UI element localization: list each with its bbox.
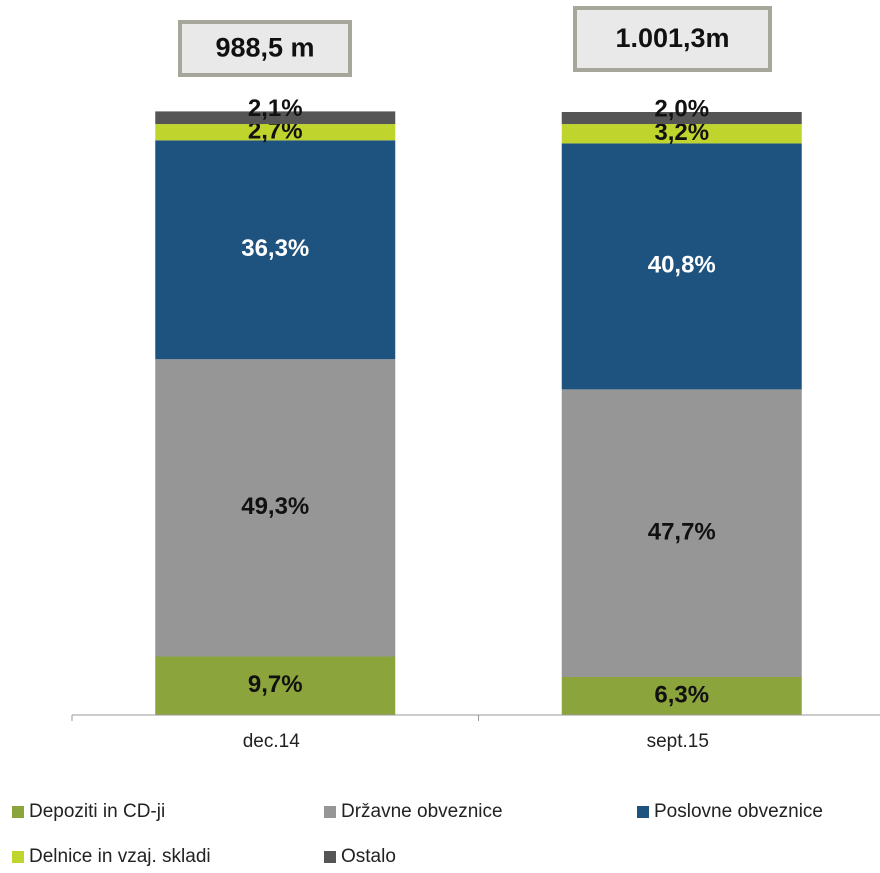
data-label: 49,3%	[241, 493, 309, 520]
legend-swatch	[324, 806, 336, 818]
legend-swatch	[12, 806, 24, 818]
bar-segment	[561, 677, 802, 715]
bar-segment	[155, 111, 396, 125]
bar-segment	[155, 359, 396, 657]
data-label: 40,8%	[648, 252, 716, 279]
total-box	[573, 6, 772, 72]
total-box	[178, 20, 352, 77]
bar-segment	[155, 140, 396, 360]
bar-segment	[561, 124, 802, 144]
legend-label: Depoziti in CD-ji	[29, 801, 165, 822]
data-label: 36,3%	[241, 235, 309, 262]
total-label: 988,5 m	[215, 33, 314, 63]
legend-swatch	[12, 851, 24, 863]
bar-segment	[155, 124, 396, 141]
legend-label: Poslovne obveznice	[654, 801, 823, 822]
data-label: 6,3%	[654, 681, 709, 708]
data-label: 9,7%	[248, 671, 303, 698]
legend-label: Državne obveznice	[341, 801, 503, 822]
data-label: 2,1%	[248, 95, 303, 122]
legend-swatch	[637, 806, 649, 818]
legend-label: Ostalo	[341, 846, 396, 867]
x-tick-label: dec.14	[243, 731, 300, 752]
x-tick-label: sept.15	[647, 731, 709, 752]
bar-segment	[561, 143, 802, 390]
bar-segment	[561, 389, 802, 678]
legend-swatch	[324, 851, 336, 863]
data-label: 2,0%	[654, 95, 709, 122]
data-label: 47,7%	[648, 519, 716, 546]
total-label: 1.001,3m	[615, 23, 729, 53]
bar-segment	[561, 112, 802, 125]
bar-segment	[155, 656, 396, 715]
legend-label: Delnice in vzaj. skladi	[29, 846, 211, 867]
